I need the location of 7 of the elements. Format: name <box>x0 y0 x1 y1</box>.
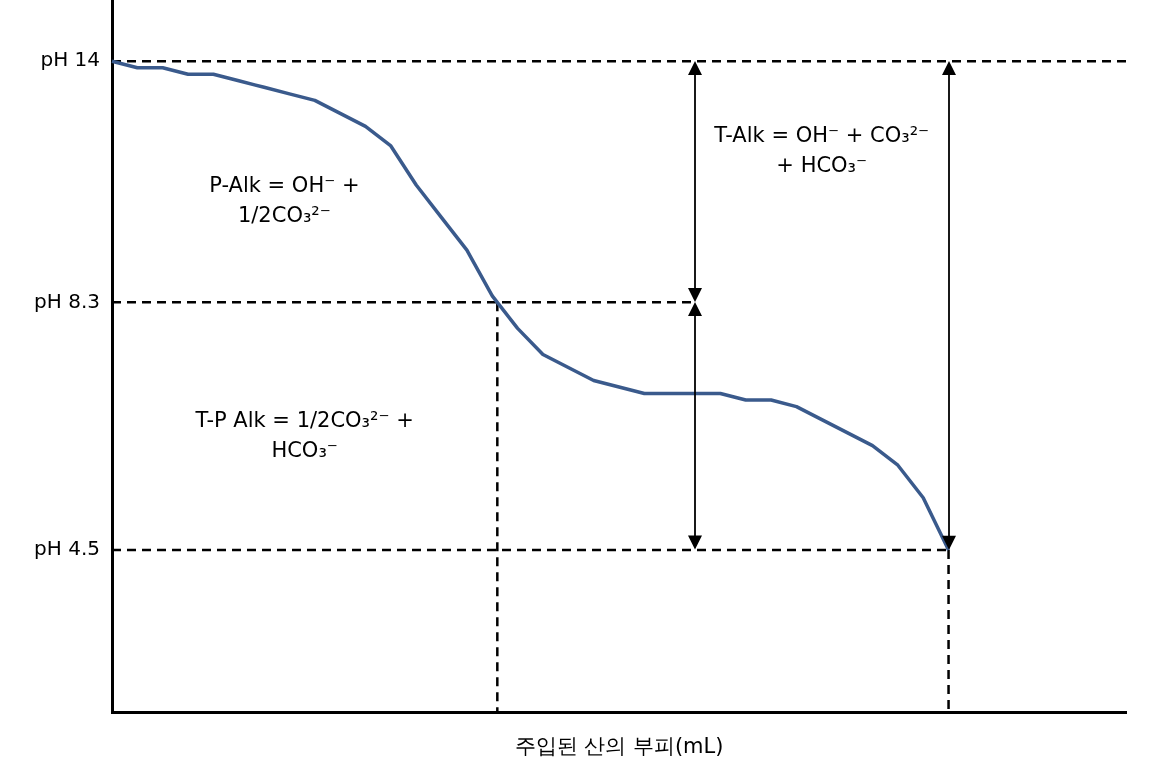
ref-line-label: pH 8.3 <box>34 288 100 313</box>
annotation: T-Alk = OH⁻ + CO₃²⁻ + HCO₃⁻ <box>713 123 930 178</box>
x-axis-title: 주입된 산의 부피(mL) <box>514 733 724 758</box>
annotation: T-P Alk = 1/2CO₃²⁻ + HCO₃⁻ <box>194 407 414 462</box>
ref-line-label: pH 4.5 <box>34 536 100 561</box>
annotation: P-Alk = OH⁻ + 1/2CO₃²⁻ <box>209 173 360 228</box>
ref-line-label: pH 14 <box>40 47 100 72</box>
